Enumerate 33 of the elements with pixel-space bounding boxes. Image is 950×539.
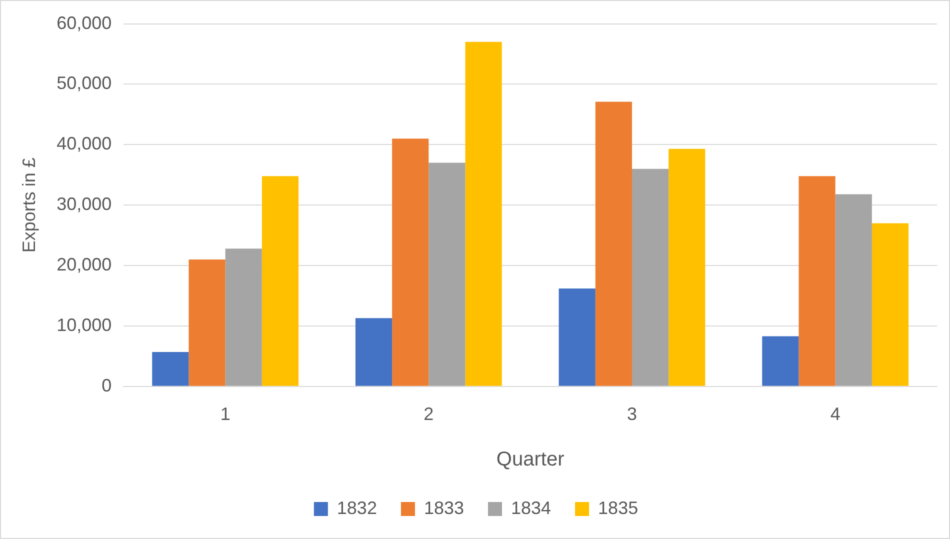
bar: [595, 102, 632, 386]
bar: [152, 352, 189, 386]
x-axis-title: Quarter: [496, 448, 565, 471]
x-tick-label: 4: [830, 404, 840, 424]
y-tick-label: 60,000: [56, 12, 112, 33]
legend-label: 1832: [336, 498, 377, 518]
bar: [798, 176, 836, 386]
y-tick-label: 20,000: [56, 254, 112, 274]
x-tick-label: 3: [626, 404, 638, 424]
x-tick-label: 1: [220, 404, 230, 424]
y-tick-label: 30,000: [56, 194, 112, 214]
bar: [762, 336, 799, 386]
bar: [428, 162, 466, 386]
bar: [558, 288, 596, 386]
bar: [225, 248, 262, 386]
bar: [632, 168, 669, 386]
legend-label: 1835: [598, 498, 638, 518]
y-tick-label: 50,000: [56, 73, 112, 94]
y-tick-label: 10,000: [56, 314, 112, 335]
bar: [465, 42, 502, 386]
bar: [262, 176, 299, 386]
bar: [835, 194, 872, 386]
y-axis-title: Exports in £: [18, 158, 39, 253]
bar: [872, 223, 909, 386]
y-tick-label: 40,000: [56, 134, 112, 154]
bar: [668, 148, 706, 386]
legend-label: 1834: [511, 498, 552, 518]
bar: [392, 138, 429, 386]
legend-label: 1833: [424, 498, 464, 518]
x-tick-label: 2: [424, 404, 434, 424]
bar: [188, 259, 226, 386]
y-tick-label: 0: [102, 375, 112, 396]
bar: [355, 318, 392, 386]
